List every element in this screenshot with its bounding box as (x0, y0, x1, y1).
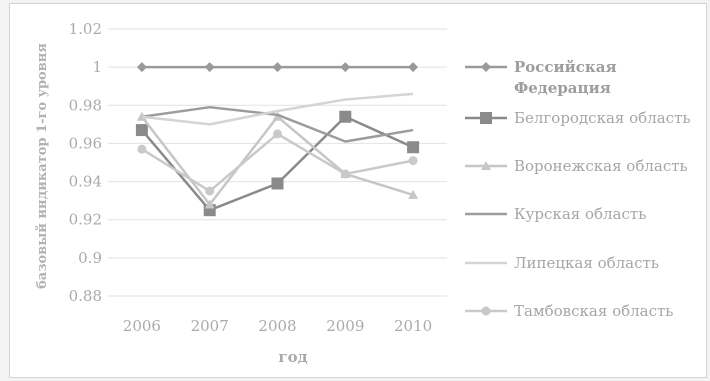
y-tick-label: 0.92 (69, 211, 102, 229)
legend-item: Российская Федерация (465, 58, 617, 97)
series-1 (136, 62, 419, 73)
legend-label: Воронежская область (514, 157, 688, 175)
data-point (205, 186, 215, 196)
y-tick-label: 1.02 (69, 20, 102, 38)
data-point (407, 141, 420, 154)
data-point (136, 62, 147, 73)
data-point (340, 62, 351, 73)
series-line (141, 92, 414, 126)
x-tick-label: 2009 (326, 317, 364, 335)
series-lines (135, 62, 420, 217)
x-tick-label: 2010 (394, 317, 432, 335)
data-point (271, 177, 284, 190)
legend-label: Курская область (514, 205, 646, 223)
data-point (204, 62, 215, 73)
y-tick-label: 0.88 (69, 287, 102, 305)
y-tick-label: 0.94 (69, 173, 102, 191)
data-point (339, 110, 352, 123)
chart-container: 0.88 0.9 0.92 0.94 0.96 0.98 1 1.02 2006 2007 200… (9, 3, 707, 378)
legend-label: Белгородская область (514, 109, 691, 127)
x-tick-label: 2006 (123, 317, 161, 335)
data-point (273, 129, 282, 139)
data-point (408, 156, 418, 166)
series-6 (137, 129, 418, 196)
y-tick-label: 0.96 (69, 134, 102, 152)
legend-label: Российская (514, 58, 617, 76)
data-point (480, 112, 492, 124)
legend-item: Курская область (465, 205, 646, 223)
y-tick-label: 0.9 (78, 249, 102, 267)
legend-item: Липецкая область (465, 254, 659, 272)
data-point (408, 62, 419, 73)
data-point (204, 199, 215, 209)
x-axis-label: год (278, 348, 307, 366)
y-axis-tick-labels: 0.88 0.9 0.92 0.94 0.96 0.98 1 1.02 (69, 20, 102, 305)
data-point (272, 111, 283, 121)
series-4 (141, 105, 414, 143)
legend-label: Федерация (514, 79, 611, 97)
data-point (135, 124, 148, 137)
x-tick-label: 2007 (191, 317, 229, 335)
data-point (481, 161, 491, 170)
data-point (481, 62, 491, 72)
series-3 (136, 111, 419, 209)
legend-item: Белгородская область (465, 109, 691, 127)
y-tick-label: 1 (92, 58, 102, 76)
y-axis-label: базовый индикатор 1-го уровня (35, 43, 50, 289)
legend-item: Воронежская область (465, 157, 688, 175)
legend-item: Тамбовская область (465, 302, 673, 320)
y-tick-label: 0.98 (69, 96, 102, 114)
series-line (141, 105, 414, 143)
legend-label: Тамбовская область (514, 302, 673, 320)
legend: Российская Федерация Белгородская область В… (465, 58, 691, 320)
data-point (340, 169, 350, 179)
legend-label: Липецкая область (514, 254, 659, 272)
data-point (137, 144, 147, 154)
data-point (481, 306, 491, 316)
data-point (408, 189, 419, 199)
series-5 (141, 92, 414, 126)
x-axis-tick-labels: 2006 2007 2008 2009 2010 (123, 317, 432, 335)
data-point (272, 62, 283, 73)
x-tick-label: 2008 (258, 317, 296, 335)
